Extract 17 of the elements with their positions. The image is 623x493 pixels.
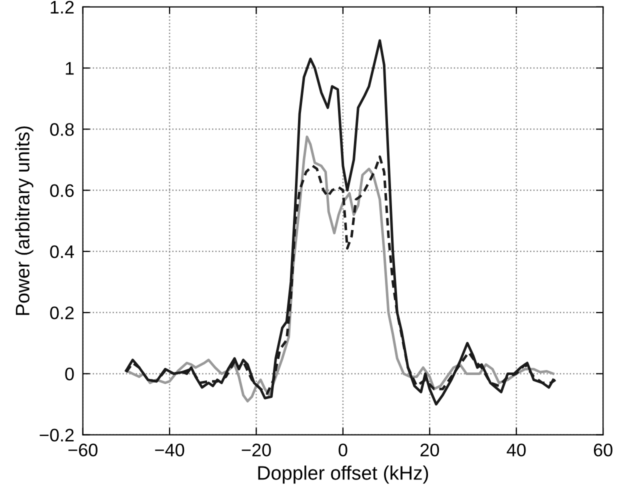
y-tick-label: 0.4 [50,245,74,258]
x-axis-title: Doppler offset (kHz) [258,466,428,484]
x-tick-label: −20 [242,444,271,456]
y-tick-label: 1.2 [50,0,74,14]
x-tick-label: 40 [506,444,526,456]
y-tick-label: 1 [66,62,74,75]
x-tick-label: 20 [420,444,439,456]
y-tick-label: −0.2 [40,428,74,442]
y-tick-label: 0 [65,368,74,380]
y-tick-label: 0.6 [50,184,74,198]
y-axis-title: Power (arbitrary units) [15,126,34,315]
y-tick-label: 0.8 [50,123,74,136]
y-tick-label: 0.2 [50,306,74,320]
x-tick-label: −40 [155,444,184,456]
x-tick-label: 60 [594,444,612,456]
x-tick-label: −60 [68,444,98,456]
x-tick-label: 0 [338,444,348,456]
